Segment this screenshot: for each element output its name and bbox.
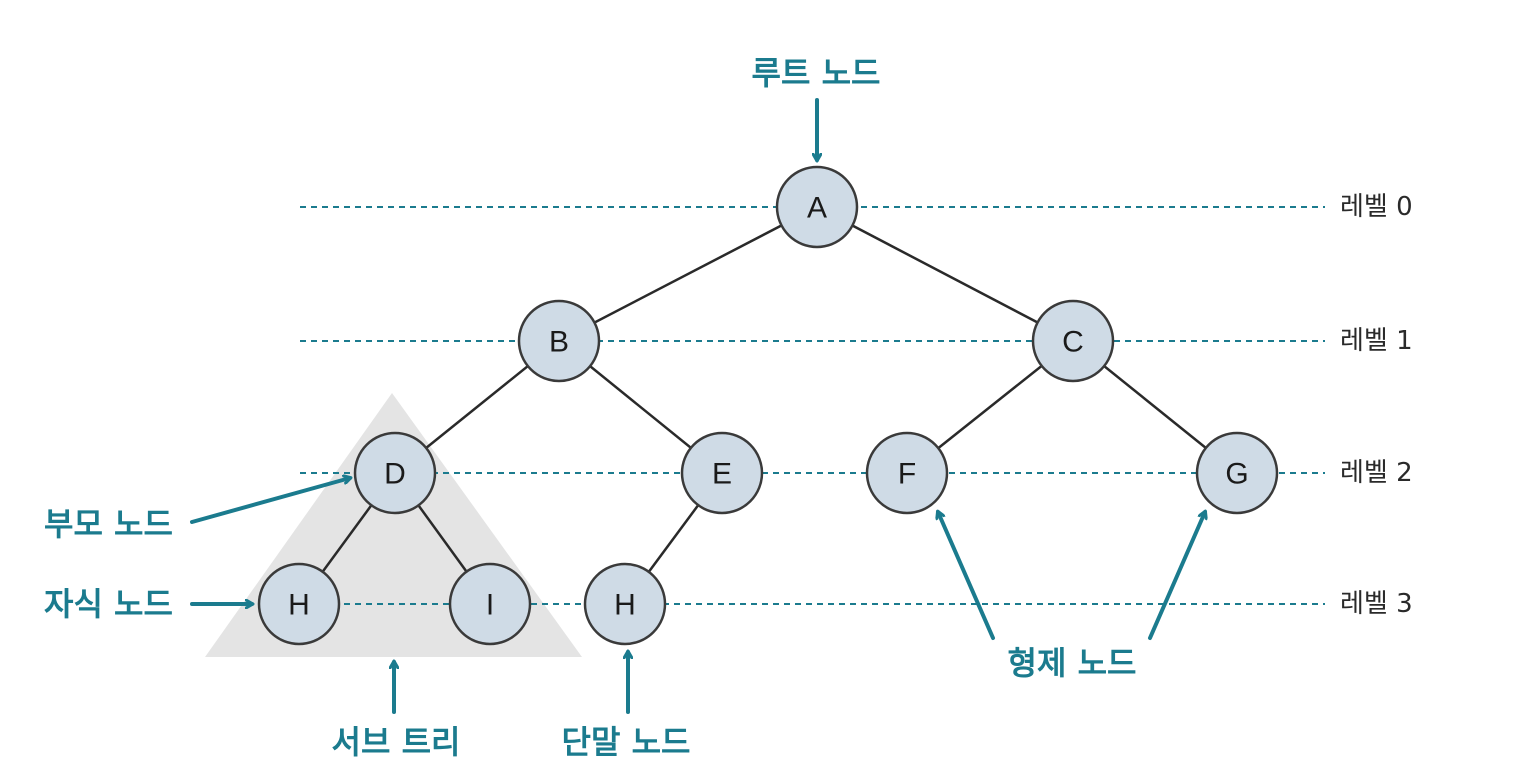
edge-a-c bbox=[816, 205, 1074, 343]
child-label: 자식 노드 bbox=[44, 585, 173, 623]
node-g: G bbox=[1195, 431, 1279, 515]
node-g-label: G bbox=[1225, 458, 1248, 491]
node-f: F bbox=[865, 431, 949, 515]
root-label: 루트 노드 bbox=[752, 54, 881, 92]
node-i-label: I bbox=[486, 589, 494, 622]
node-h-child: H bbox=[257, 562, 341, 646]
node-d-label: D bbox=[384, 458, 406, 491]
parent-label: 부모 노드 bbox=[44, 505, 173, 543]
node-e-label: E bbox=[712, 458, 732, 491]
node-h-child-label: H bbox=[288, 589, 310, 622]
node-b: B bbox=[517, 299, 601, 383]
sibling-arrow-g bbox=[1148, 512, 1205, 640]
node-b-label: B bbox=[549, 326, 569, 359]
subtree-label: 서브 트리 bbox=[332, 723, 461, 761]
node-h-leaf-label: H bbox=[614, 589, 636, 622]
parent-arrow bbox=[190, 478, 350, 524]
node-h-leaf: H bbox=[583, 562, 667, 646]
level-label-0: 레벨 0 bbox=[1340, 192, 1413, 222]
node-d: D bbox=[353, 431, 437, 515]
sibling-arrow-f bbox=[938, 512, 995, 640]
level-label-3: 레벨 3 bbox=[1340, 589, 1413, 619]
node-c-label: C bbox=[1062, 326, 1084, 359]
edge-a-b bbox=[558, 205, 818, 343]
node-c: C bbox=[1031, 299, 1115, 383]
level-label-2: 레벨 2 bbox=[1340, 458, 1413, 488]
leaf-label: 단말 노드 bbox=[562, 723, 691, 761]
node-a-label: A bbox=[807, 192, 827, 225]
node-e: E bbox=[680, 431, 764, 515]
node-f-label: F bbox=[898, 458, 916, 491]
node-i: I bbox=[448, 562, 532, 646]
node-a: A bbox=[775, 165, 859, 249]
sibling-label: 형제 노드 bbox=[1008, 644, 1137, 682]
level-label-1: 레벨 1 bbox=[1340, 326, 1413, 356]
